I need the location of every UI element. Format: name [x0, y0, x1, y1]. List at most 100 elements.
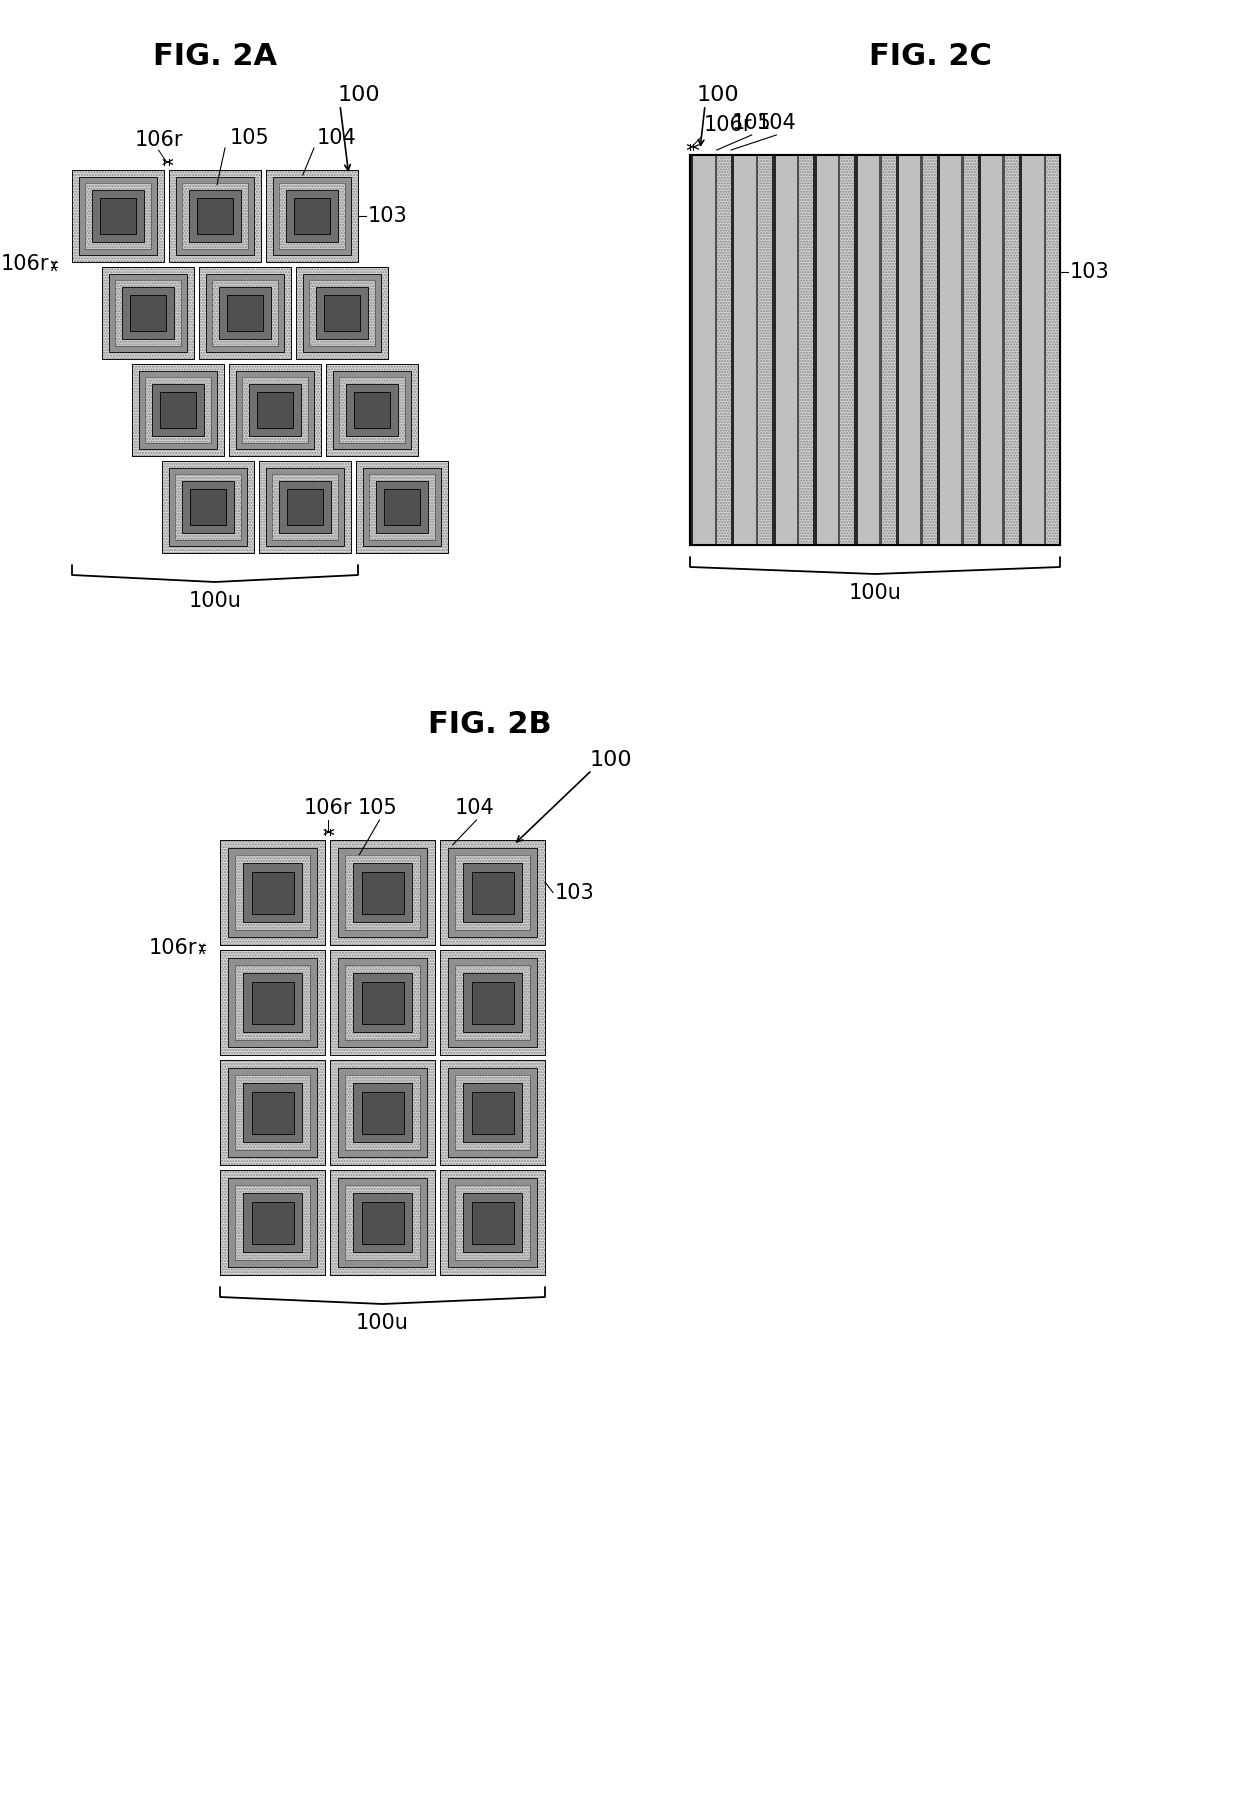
Bar — [448, 1178, 537, 1268]
Bar — [249, 384, 301, 436]
Bar — [337, 958, 428, 1048]
Bar — [219, 839, 325, 946]
Bar — [1047, 155, 1060, 546]
Bar — [440, 1061, 546, 1165]
Bar — [198, 267, 291, 358]
Text: 100u: 100u — [356, 1313, 409, 1333]
Bar — [267, 169, 358, 261]
Bar — [259, 461, 351, 553]
Bar — [961, 155, 963, 546]
Text: 105: 105 — [357, 798, 397, 818]
Text: FIG. 2A: FIG. 2A — [153, 41, 277, 70]
Bar — [197, 198, 233, 234]
Text: 104: 104 — [455, 798, 495, 818]
Bar — [219, 949, 325, 1055]
Bar — [109, 274, 187, 353]
Bar — [717, 155, 732, 546]
Bar — [286, 488, 324, 526]
Bar — [234, 1185, 310, 1261]
Bar — [337, 848, 428, 937]
Bar — [940, 155, 961, 546]
Bar — [259, 461, 351, 553]
Text: 106r: 106r — [149, 938, 197, 958]
Bar — [296, 267, 388, 358]
Bar — [362, 982, 403, 1023]
Bar — [228, 1068, 317, 1158]
Bar — [219, 1061, 325, 1165]
Text: 100u: 100u — [188, 591, 242, 611]
Bar — [448, 958, 537, 1048]
Bar — [252, 1091, 294, 1133]
Bar — [227, 295, 263, 331]
Bar — [362, 468, 441, 546]
Bar — [330, 1171, 435, 1275]
Bar — [330, 1061, 435, 1165]
Bar — [717, 155, 732, 546]
Bar — [337, 1068, 428, 1158]
Bar — [879, 155, 882, 546]
Bar — [455, 1075, 531, 1151]
Bar — [471, 1091, 513, 1133]
Bar — [252, 872, 294, 913]
Bar — [775, 155, 797, 546]
Bar — [72, 169, 164, 261]
Bar — [234, 965, 310, 1041]
Bar — [190, 488, 227, 526]
Bar — [362, 1201, 403, 1243]
Bar — [362, 872, 403, 913]
Bar — [99, 198, 136, 234]
Bar — [228, 958, 317, 1048]
Bar — [337, 1178, 428, 1268]
Bar — [197, 198, 233, 234]
Bar — [714, 155, 717, 546]
Bar — [242, 376, 308, 443]
Bar — [219, 1171, 325, 1275]
Bar — [471, 1091, 513, 1133]
Bar — [800, 155, 813, 546]
Bar — [131, 364, 224, 456]
Bar — [229, 364, 321, 456]
Bar — [758, 155, 773, 546]
Bar — [279, 184, 345, 249]
Bar — [309, 279, 376, 346]
Bar — [182, 481, 234, 533]
Bar — [219, 949, 325, 1055]
Bar — [1002, 155, 1004, 546]
Bar — [440, 949, 546, 1055]
Text: FIG. 2C: FIG. 2C — [868, 41, 992, 70]
Bar — [352, 863, 413, 922]
Bar — [920, 155, 923, 546]
Bar — [219, 1171, 325, 1275]
Bar — [234, 965, 310, 1041]
Bar — [1022, 155, 1044, 546]
Bar — [330, 1061, 435, 1165]
Bar — [324, 295, 361, 331]
Bar — [854, 155, 858, 546]
Bar — [1004, 155, 1019, 546]
Bar — [182, 184, 248, 249]
Bar — [440, 839, 546, 946]
Bar — [102, 267, 193, 358]
Bar — [228, 848, 317, 937]
Bar — [130, 295, 166, 331]
Bar — [882, 155, 895, 546]
Bar — [368, 474, 435, 540]
Bar — [689, 155, 693, 546]
Text: 103: 103 — [556, 882, 595, 902]
Bar — [356, 461, 448, 553]
Bar — [102, 267, 193, 358]
Bar — [440, 949, 546, 1055]
Bar — [234, 1075, 310, 1151]
Bar — [345, 1075, 420, 1151]
Bar — [236, 371, 314, 448]
Bar — [800, 155, 813, 546]
Bar — [734, 155, 755, 546]
Bar — [212, 279, 278, 346]
Bar — [115, 279, 181, 346]
Bar — [252, 1201, 294, 1243]
Bar — [841, 155, 854, 546]
Bar — [257, 391, 294, 429]
Bar — [463, 1082, 522, 1142]
Bar — [689, 155, 1060, 546]
Bar — [206, 274, 284, 353]
